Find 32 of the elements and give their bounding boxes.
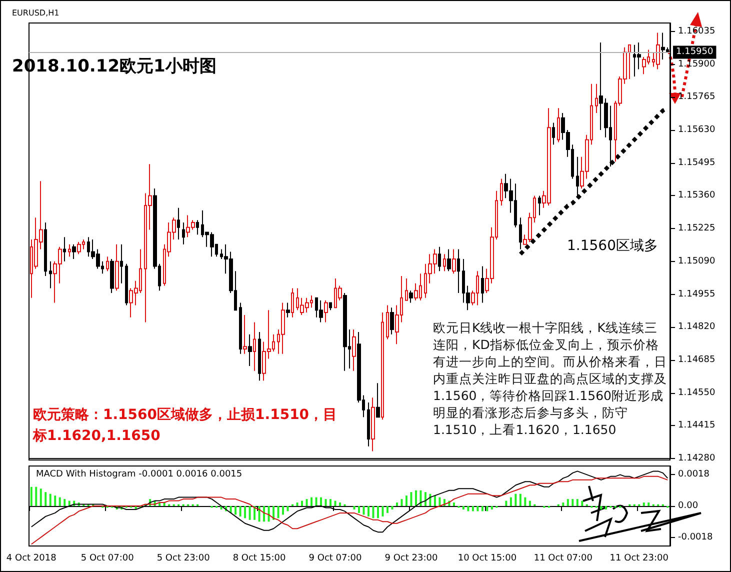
x-tick-label: 5 Oct 23:00	[156, 554, 210, 564]
x-tick-label: 5 Oct 07:00	[80, 554, 134, 564]
y-tick-label: 1.14550	[678, 388, 716, 398]
chart-title: MACD With Histogram -0.0001 0.0016 0.0015	[36, 470, 242, 480]
y-tick-label: 1.15765	[678, 92, 716, 102]
y-tick-label: 0.00	[678, 501, 698, 511]
x-tick-label: 10 Oct 15:00	[458, 554, 517, 564]
y-tick-label: 1.15630	[678, 125, 716, 136]
y-tick-label: 1.15900	[678, 59, 716, 70]
y-tick-label: 1.15360	[678, 190, 716, 201]
x-tick-label: 8 Oct 15:00	[232, 554, 286, 564]
annotation: 1.1560区域多	[567, 237, 658, 255]
y-tick-label: 0.0018	[678, 470, 710, 480]
ref-line-label: 1.15950	[676, 47, 714, 58]
y-tick-label: 1.14820	[678, 322, 716, 332]
x-tick-label: 9 Oct 07:00	[308, 554, 362, 564]
x-tick-label: 11 Oct 23:00	[610, 554, 669, 564]
x-tick-label: 11 Oct 07:00	[534, 554, 593, 564]
y-tick-label: -0.0018	[678, 532, 714, 542]
y-tick-label: 1.15495	[678, 158, 716, 168]
annotation: 欧元日K线收一根十字阳线，K线连续三连阳，KD指标低位金叉向上，预示价格有进一步向上的空间。而从价格来看，日内重点关注昨日亚盘的高点区域的支撑及1.1560，等待价格回踩1.1560附近形成明显的看涨形态后参与多头，防守1.1510，上看1.1620，1.1650	[433, 319, 668, 438]
x-tick-label: 9 Oct 23:00	[384, 554, 438, 564]
y-tick-label: 1.16035	[678, 26, 716, 37]
annotation: 欧元策略：1.1560区域做多，止损1.1510，目标1.1620,1.1650	[33, 406, 338, 446]
y-tick-label: 1.14685	[678, 354, 716, 365]
x-tick-label: 4 Oct 2018	[6, 554, 57, 564]
y-tick-label: 1.15090	[678, 256, 716, 266]
chart-subtitle: EURUSD,H1	[12, 8, 60, 18]
y-tick-label: 1.15225	[678, 224, 716, 234]
y-tick-label: 1.14955	[678, 289, 716, 300]
y-tick-label: 1.14415	[678, 420, 716, 431]
y-tick-label: 1.14280	[678, 454, 716, 464]
